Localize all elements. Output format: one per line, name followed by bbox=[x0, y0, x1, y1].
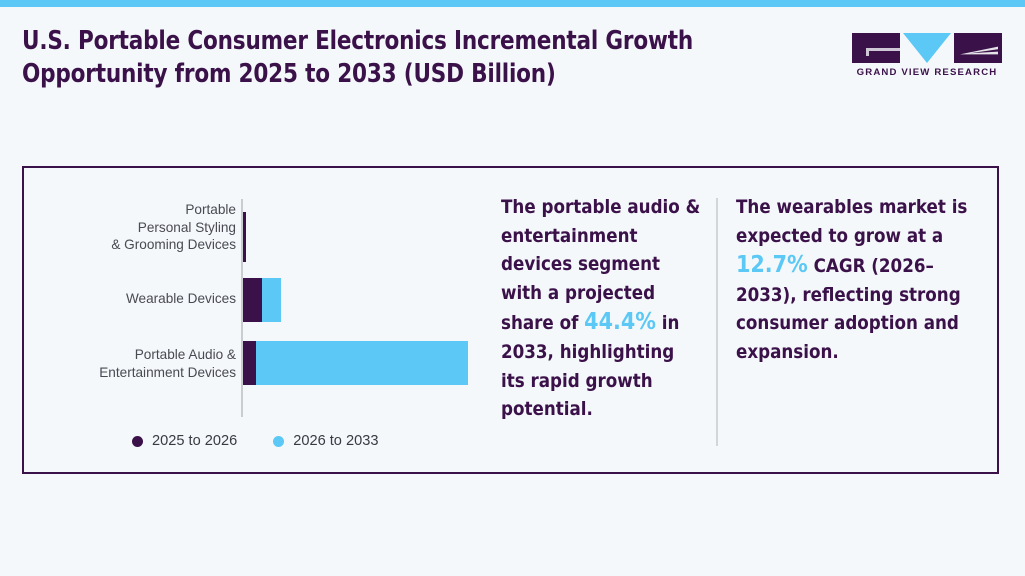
logo-right-box-icon bbox=[954, 33, 1002, 63]
bar-segment-2026-to-2033 bbox=[256, 341, 468, 385]
chart-legend: 2025 to 2026 2026 to 2033 bbox=[132, 431, 378, 451]
insight-right-text-part1: The wearables market is expected to grow… bbox=[736, 197, 968, 247]
insight-middle-text-part2: in 2033, highlighting its rapid growth p… bbox=[501, 313, 680, 421]
insight-right-highlight: 12.7% bbox=[736, 252, 808, 279]
insight-panel-middle: The portable audio & entertainment devic… bbox=[501, 194, 701, 425]
legend-label: 2026 to 2033 bbox=[293, 433, 379, 449]
logo-left-bar-vertical bbox=[866, 48, 869, 56]
legend-item-2026-to-2033[interactable]: 2026 to 2033 bbox=[273, 433, 378, 449]
bar-segment-2025-to-2026 bbox=[243, 212, 246, 262]
legend-label: 2025 to 2026 bbox=[152, 433, 238, 449]
bar-portable-audio-entertainment[interactable] bbox=[243, 341, 468, 385]
insight-middle-highlight: 44.4% bbox=[584, 309, 656, 336]
bar-wearable-devices[interactable] bbox=[243, 278, 281, 322]
category-label-line: Entertainment Devices bbox=[99, 364, 236, 380]
legend-item-2025-to-2026[interactable]: 2025 to 2026 bbox=[132, 433, 237, 449]
category-label-portable-personal-styling: Portable Personal Styling & Grooming Dev… bbox=[24, 201, 236, 254]
bar-portable-personal-styling[interactable] bbox=[243, 212, 246, 262]
insight-right-text-part2: CAGR (2026–2033), reflecting strong cons… bbox=[736, 256, 961, 363]
logo-left-box-icon bbox=[852, 33, 900, 63]
bar-segment-2025-to-2026 bbox=[243, 341, 256, 385]
category-label-line: Portable bbox=[185, 202, 236, 217]
panel-divider bbox=[716, 198, 718, 446]
bar-segment-2025-to-2026 bbox=[243, 278, 262, 322]
top-accent-bar bbox=[0, 0, 1025, 7]
category-label-portable-audio: Portable Audio & Entertainment Devices bbox=[24, 346, 236, 381]
insight-middle-text-part1: The portable audio & entertainment devic… bbox=[501, 197, 701, 335]
bar-segment-2026-to-2033 bbox=[262, 278, 281, 322]
chart-category-labels: Portable Personal Styling & Grooming Dev… bbox=[24, 168, 236, 458]
insight-panel-right: The wearables market is expected to grow… bbox=[736, 194, 976, 368]
legend-dot-icon bbox=[132, 435, 143, 447]
chart-axis-line bbox=[241, 199, 243, 417]
content-box: Portable Personal Styling & Grooming Dev… bbox=[22, 166, 999, 474]
legend-dot-icon bbox=[273, 435, 285, 447]
bar-chart: Portable Personal Styling & Grooming Dev… bbox=[24, 168, 504, 471]
page-title-line-2: Opportunity from 2025 to 2033 (USD Billi… bbox=[22, 59, 556, 89]
logo-wordmark: GRAND VIEW RESEARCH bbox=[856, 67, 998, 78]
page-title-line-1: U.S. Portable Consumer Electronics Incre… bbox=[22, 26, 694, 56]
category-label-line: Wearable Devices bbox=[125, 291, 236, 306]
page-title: U.S. Portable Consumer Electronics Incre… bbox=[22, 25, 774, 91]
category-label-line: Personal Styling bbox=[137, 219, 236, 235]
logo-left-bar-horizontal bbox=[866, 48, 900, 51]
logo-arrow-icon bbox=[960, 46, 998, 55]
grand-view-research-logo: GRAND VIEW RESEARCH bbox=[852, 33, 1002, 85]
logo-triangle-icon bbox=[903, 33, 951, 63]
header: U.S. Portable Consumer Electronics Incre… bbox=[0, 7, 1025, 112]
category-label-line: Portable Audio & bbox=[134, 347, 236, 362]
category-label-wearable-devices: Wearable Devices bbox=[24, 290, 236, 308]
logo-marks bbox=[852, 33, 1002, 63]
category-label-line: & Grooming Devices bbox=[111, 237, 236, 252]
